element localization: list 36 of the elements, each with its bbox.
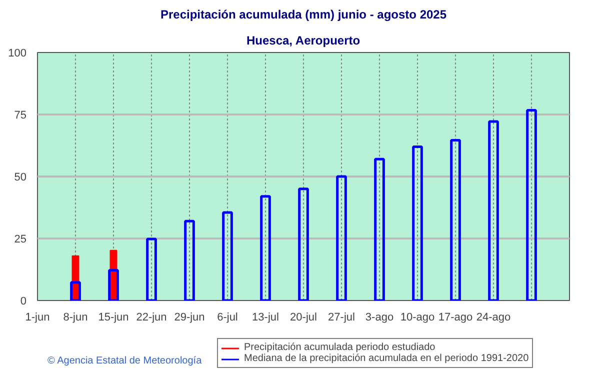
bar — [108, 268, 119, 300]
x-tick-label: 10-ago — [400, 312, 435, 324]
x-tick-label: 22-jun — [136, 312, 167, 324]
bar — [412, 145, 423, 300]
y-tick-label: 75 — [14, 110, 27, 122]
bar — [298, 188, 309, 300]
bar — [374, 158, 385, 300]
x-tick-label: 29-jun — [174, 312, 205, 324]
y-tick-label: 50 — [14, 172, 27, 184]
x-tick-label: 17-ago — [438, 312, 473, 324]
bar — [146, 238, 157, 300]
y-tick-label: 25 — [14, 234, 27, 246]
y-tick-label: 100 — [8, 48, 27, 60]
bar — [450, 139, 461, 300]
bar — [526, 109, 537, 300]
bar — [222, 211, 233, 300]
x-tick-label: 13-jul — [252, 312, 279, 324]
x-tick-label: 24-ago — [476, 312, 511, 324]
bar — [336, 175, 347, 300]
x-tick-label: 6-jul — [217, 312, 238, 324]
x-tick-label: 20-jul — [290, 312, 317, 324]
bar — [70, 281, 81, 300]
bar — [488, 120, 499, 300]
legend-label: Precipitación acumulada periodo estudiado — [244, 342, 436, 353]
bar — [184, 220, 195, 300]
x-tick-label: 8-jun — [63, 312, 88, 324]
x-tick-label: 27-jul — [328, 312, 355, 324]
chart-title: Precipitación acumulada (mm) junio - agosto 2025 — [160, 8, 447, 22]
chart-subtitle: Huesca, Aeropuerto — [246, 34, 360, 48]
y-tick-label: 0 — [20, 296, 27, 308]
x-tick-label: 1-jun — [25, 312, 50, 324]
bar — [260, 195, 271, 300]
x-tick-label: 15-jun — [98, 312, 129, 324]
legend-label: Mediana de la precipitación acumulada en el periodo 1991-2020 — [244, 353, 529, 364]
x-tick-label: 3-ago — [365, 312, 394, 324]
text: © Agencia Estatal de Meteorología — [48, 356, 202, 366]
